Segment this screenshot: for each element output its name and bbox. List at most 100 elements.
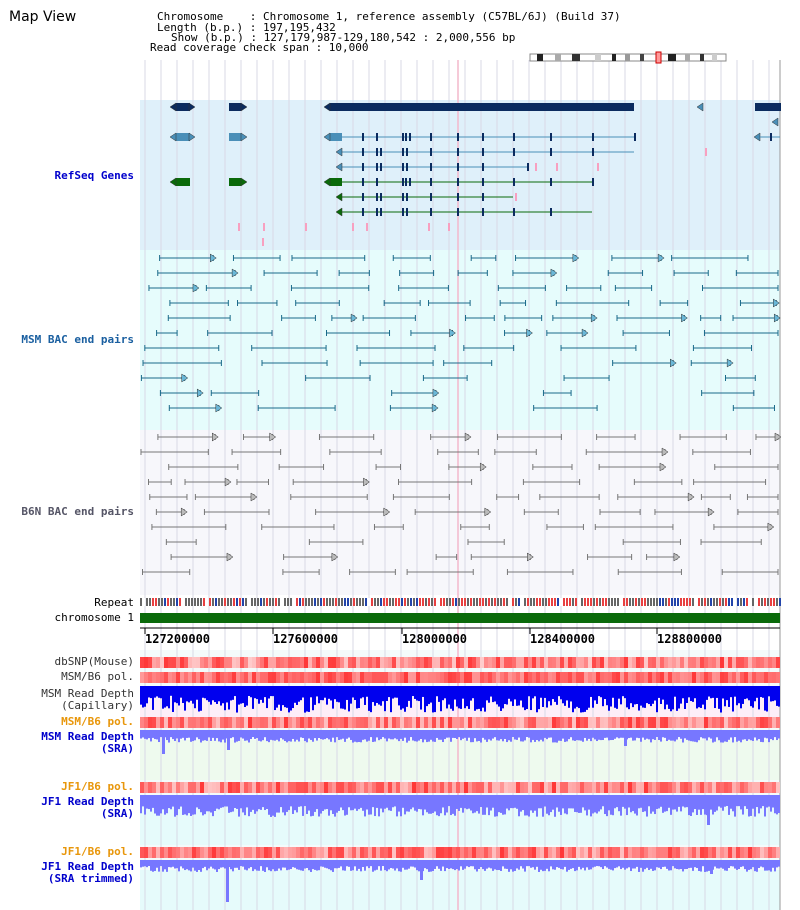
read-depth-bar <box>350 860 352 871</box>
track-label-msm-b6-pol[interactable]: MSM/B6 pol. <box>61 670 134 683</box>
read-depth-bar <box>730 686 732 698</box>
polymorphism-cell <box>292 782 296 793</box>
polymorphism-cell <box>520 782 524 793</box>
track-label-b6n-bac[interactable]: B6N BAC end pairs <box>21 505 134 518</box>
read-depth-bar <box>158 860 160 872</box>
polymorphism-cell <box>776 782 780 793</box>
read-depth-bar <box>334 686 336 700</box>
polymorphism-cell <box>608 782 612 793</box>
read-depth-bar <box>198 730 200 740</box>
read-depth-bar <box>316 686 318 697</box>
polymorphism-cell <box>644 717 648 728</box>
read-depth-bar <box>516 686 518 706</box>
read-depth-bar <box>438 860 440 869</box>
track-label-refseq[interactable]: RefSeq Genes <box>54 169 134 182</box>
read-depth-bar <box>654 730 656 740</box>
polymorphism-cell <box>296 657 300 668</box>
track-label-jf1-b6-pol-trimmed[interactable]: JF1/B6 pol. <box>61 845 134 858</box>
polymorphism-cell <box>532 782 536 793</box>
polymorphism-cell <box>668 847 672 858</box>
track-label-jf1-read-depth-sra[interactable]: JF1 Read Depth (SRA) <box>41 795 134 820</box>
read-depth-bar <box>200 795 202 813</box>
repeat-block <box>719 598 721 606</box>
read-depth-bar <box>492 860 494 871</box>
read-depth-bar <box>672 686 674 710</box>
track-label-msm-read-depth-sra[interactable]: MSM Read Depth (SRA) <box>41 730 134 755</box>
gene-exon <box>527 163 529 171</box>
read-depth-bar <box>740 860 742 867</box>
polymorphism-cell <box>564 847 568 858</box>
read-depth-bar <box>294 860 296 868</box>
read-depth-bar <box>312 730 314 742</box>
read-depth-bar <box>766 730 768 739</box>
polymorphism-cell <box>224 847 228 858</box>
read-depth-bar <box>594 730 596 740</box>
polymorphism-cell <box>312 782 316 793</box>
gene-exon <box>409 133 411 141</box>
polymorphism-cell <box>684 717 688 728</box>
track-label-msm-b6-pol-sra[interactable]: MSM/B6 pol. <box>61 715 134 728</box>
polymorphism-cell <box>436 782 440 793</box>
read-depth-bar <box>726 730 728 742</box>
polymorphism-cell <box>748 717 752 728</box>
read-depth-bar <box>690 686 692 702</box>
read-depth-bar <box>256 860 258 871</box>
read-depth-bar <box>322 686 324 701</box>
read-depth-bar <box>762 860 764 868</box>
read-depth-bar <box>252 860 254 872</box>
repeat-block <box>413 598 415 606</box>
unmapped-feature <box>448 223 450 231</box>
polymorphism-cell <box>724 657 728 668</box>
repeat-block <box>470 598 472 606</box>
read-depth-bar <box>596 730 598 742</box>
strand-arrow <box>696 102 704 112</box>
polymorphism-cell <box>216 657 220 668</box>
polymorphism-cell <box>540 672 544 683</box>
read-depth-bar <box>294 686 296 703</box>
repeat-block <box>353 598 355 606</box>
read-depth-bar <box>242 795 244 813</box>
read-depth-bar <box>658 860 660 868</box>
read-depth-bar <box>304 686 306 713</box>
polymorphism-cell <box>216 782 220 793</box>
polymorphism-cell <box>688 717 692 728</box>
read-depth-bar <box>566 686 568 701</box>
read-depth-bar <box>720 730 722 743</box>
read-depth-bar <box>308 730 310 739</box>
read-depth-bar <box>750 860 752 870</box>
read-depth-bar <box>670 795 672 815</box>
read-depth-bar <box>280 795 282 808</box>
read-depth-bar <box>728 686 730 707</box>
polymorphism-cell <box>336 657 340 668</box>
repeat-block <box>479 598 481 606</box>
read-depth-bar <box>644 795 646 812</box>
polymorphism-cell <box>512 717 516 728</box>
gene-exon <box>380 193 382 201</box>
read-depth-bar <box>546 730 548 740</box>
read-depth-bar <box>316 860 318 871</box>
read-depth-bar <box>628 686 630 710</box>
polymorphism-cell <box>224 657 228 668</box>
track-label-dbsnp[interactable]: dbSNP(Mouse) <box>54 655 134 668</box>
read-depth-bar <box>168 795 170 809</box>
track-label-jf1-read-depth-trimmed[interactable]: JF1 Read Depth (SRA trimmed) <box>41 860 134 885</box>
polymorphism-cell <box>556 717 560 728</box>
read-depth-bar <box>576 730 578 741</box>
repeat-block <box>488 598 490 606</box>
track-label-msm-bac[interactable]: MSM BAC end pairs <box>21 333 134 346</box>
read-depth-bar <box>742 686 744 704</box>
polymorphism-cell <box>684 847 688 858</box>
read-depth-bar <box>602 686 604 707</box>
read-depth-bar <box>180 730 182 739</box>
polymorphism-cell <box>252 782 256 793</box>
read-depth-bar <box>160 686 162 699</box>
polymorphism-cell <box>596 717 600 728</box>
read-depth-bar <box>572 795 574 809</box>
read-depth-bar <box>400 686 402 710</box>
track-label-msm-read-depth-capillary[interactable]: MSM Read Depth (Capillary) <box>41 687 134 712</box>
read-depth-bar <box>400 860 402 872</box>
polymorphism-cell <box>664 847 668 858</box>
track-label-jf1-b6-pol[interactable]: JF1/B6 pol. <box>61 780 134 793</box>
gene-block-large <box>330 103 634 111</box>
